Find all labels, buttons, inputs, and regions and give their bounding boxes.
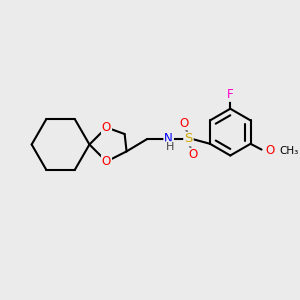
Text: O: O <box>265 144 274 157</box>
Text: F: F <box>227 88 234 101</box>
Text: N: N <box>164 133 173 146</box>
Text: O: O <box>102 121 111 134</box>
Text: CH₃: CH₃ <box>279 146 298 156</box>
Text: O: O <box>102 155 111 168</box>
Text: O: O <box>179 116 188 130</box>
Text: S: S <box>184 133 193 146</box>
Text: H: H <box>166 142 174 152</box>
Text: O: O <box>189 148 198 161</box>
